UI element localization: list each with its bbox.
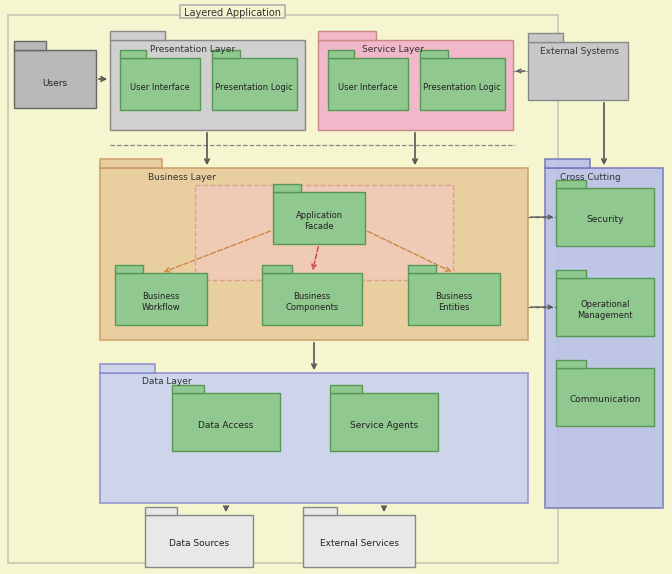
Bar bbox=[408, 265, 436, 273]
Bar bbox=[115, 265, 143, 273]
Bar bbox=[556, 180, 586, 188]
Text: Service Layer: Service Layer bbox=[362, 45, 424, 55]
Bar bbox=[8, 15, 558, 563]
Bar bbox=[120, 58, 200, 110]
Bar bbox=[145, 515, 253, 567]
Text: Data Layer: Data Layer bbox=[142, 378, 192, 386]
Bar bbox=[100, 373, 528, 503]
Bar bbox=[303, 515, 415, 567]
Text: User Interface: User Interface bbox=[338, 83, 398, 91]
Bar bbox=[273, 192, 365, 244]
Bar bbox=[212, 50, 240, 58]
Text: Operational
Management: Operational Management bbox=[577, 300, 633, 320]
Bar bbox=[556, 368, 654, 426]
Text: Presentation Logic: Presentation Logic bbox=[423, 83, 501, 91]
Bar bbox=[303, 507, 337, 515]
Bar bbox=[100, 364, 155, 373]
Bar bbox=[180, 5, 285, 18]
Bar bbox=[408, 273, 500, 325]
Bar bbox=[172, 385, 204, 393]
Bar bbox=[262, 265, 292, 273]
Bar bbox=[528, 42, 628, 100]
Bar bbox=[420, 58, 505, 110]
Text: Business Layer: Business Layer bbox=[148, 173, 216, 181]
Bar bbox=[545, 159, 590, 168]
Text: Business
Entities: Business Entities bbox=[435, 292, 472, 312]
Bar bbox=[545, 168, 663, 508]
Bar bbox=[100, 159, 162, 168]
Text: External Services: External Services bbox=[319, 540, 398, 549]
Bar bbox=[14, 41, 46, 50]
Bar bbox=[14, 50, 96, 108]
Bar bbox=[262, 273, 362, 325]
Text: External Systems: External Systems bbox=[540, 48, 619, 56]
Bar bbox=[330, 393, 438, 451]
Bar bbox=[195, 185, 453, 280]
Text: Users: Users bbox=[42, 79, 68, 87]
Text: Application
Facade: Application Facade bbox=[296, 211, 343, 231]
Bar bbox=[556, 188, 654, 246]
Bar bbox=[115, 273, 207, 325]
Bar bbox=[528, 33, 563, 42]
Text: Business
Components: Business Components bbox=[286, 292, 339, 312]
Bar bbox=[556, 270, 586, 278]
Bar bbox=[172, 393, 280, 451]
Bar bbox=[328, 58, 408, 110]
Text: Data Access: Data Access bbox=[198, 421, 253, 429]
Bar bbox=[318, 31, 376, 40]
Bar bbox=[330, 385, 362, 393]
Bar bbox=[556, 278, 654, 336]
Text: Business
Workflow: Business Workflow bbox=[142, 292, 180, 312]
Bar bbox=[328, 50, 354, 58]
Bar bbox=[110, 31, 165, 40]
Bar bbox=[273, 184, 301, 192]
Bar bbox=[100, 168, 528, 340]
Bar bbox=[120, 50, 146, 58]
Bar bbox=[420, 50, 448, 58]
Text: Layered Application: Layered Application bbox=[183, 8, 280, 18]
Text: Data Sources: Data Sources bbox=[169, 540, 229, 549]
Bar bbox=[145, 507, 177, 515]
Text: Communication: Communication bbox=[569, 395, 640, 405]
Text: User Interface: User Interface bbox=[130, 83, 190, 91]
Text: Service Agents: Service Agents bbox=[350, 421, 418, 429]
Text: Cross Cutting: Cross Cutting bbox=[560, 173, 621, 181]
Text: Presentation Logic: Presentation Logic bbox=[215, 83, 293, 91]
Bar bbox=[110, 40, 305, 130]
Bar bbox=[212, 58, 297, 110]
Text: Security: Security bbox=[586, 215, 624, 224]
Bar bbox=[318, 40, 513, 130]
Text: Presentation Layer: Presentation Layer bbox=[150, 45, 235, 55]
Bar bbox=[556, 360, 586, 368]
